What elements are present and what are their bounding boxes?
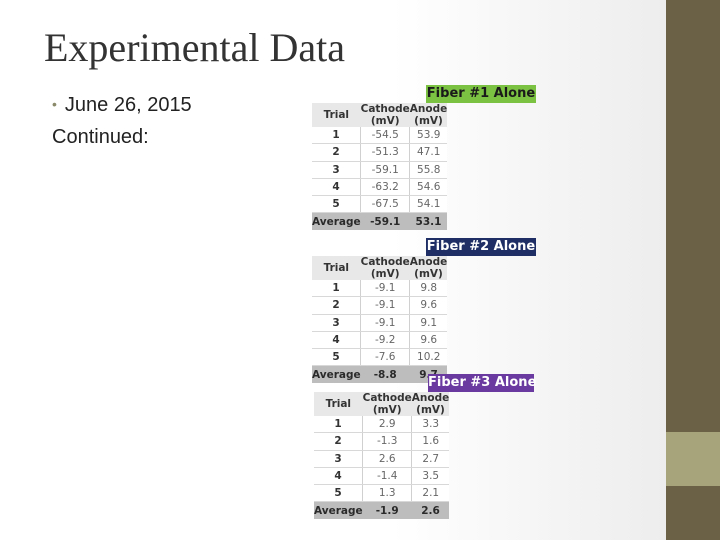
- table-row: 2 -9.1 9.6: [312, 296, 448, 315]
- cell-cathode: 1.3: [362, 484, 413, 503]
- cell-cathode: -1.4: [362, 467, 413, 486]
- table-row: 3 -9.1 9.1: [312, 314, 448, 332]
- cell-trial: 5: [312, 348, 362, 367]
- cell-anode: 9.8: [409, 280, 448, 298]
- cell-trial: 3: [312, 161, 362, 179]
- slide-title: Experimental Data: [44, 25, 345, 70]
- cell-trial: 2: [312, 296, 362, 315]
- cell-trial: 2: [312, 143, 362, 162]
- cell-anode: 47.1: [409, 143, 448, 162]
- table-row: 3 2.6 2.7: [314, 450, 450, 468]
- table-row: 5 -67.5 54.1: [312, 195, 448, 214]
- table-row: 1 -54.5 53.9: [312, 127, 448, 145]
- cell-trial: 5: [314, 484, 364, 503]
- cell-cathode: 2.9: [362, 416, 413, 434]
- header-anode: Anode (mV): [409, 103, 448, 127]
- header-trial: Trial: [314, 392, 363, 416]
- table-row: 4 -9.2 9.6: [312, 331, 448, 350]
- cell-trial: 1: [312, 127, 362, 145]
- table-header-row: Trial Cathode (mV) Anode (mV): [312, 103, 448, 127]
- table-row: 4 -63.2 54.6: [312, 178, 448, 197]
- cell-anode: 2.7: [411, 450, 450, 468]
- cell-anode: 54.6: [409, 178, 448, 197]
- continued-text: Continued:: [52, 126, 149, 148]
- bullet-icon: •: [52, 96, 57, 112]
- table-header-row: Trial Cathode (mV) Anode (mV): [312, 256, 448, 280]
- cell-anode: 53.9: [409, 127, 448, 145]
- cell-cathode: -67.5: [360, 195, 411, 214]
- cell-anode: 10.2: [409, 348, 448, 367]
- table-row: 5 -7.6 10.2: [312, 348, 448, 367]
- cell-cathode: -1.3: [362, 432, 413, 451]
- cell-average-label: Average: [312, 365, 361, 383]
- cell-cathode: 2.6: [362, 450, 413, 468]
- side-accent-block: [666, 432, 720, 486]
- average-row: Average -1.9 2.6: [314, 501, 450, 519]
- cell-average-anode: 53.1: [409, 212, 448, 230]
- header-trial: Trial: [312, 103, 361, 127]
- header-trial: Trial: [312, 256, 361, 280]
- cell-anode: 9.1: [409, 314, 448, 332]
- cell-anode: 55.8: [409, 161, 448, 179]
- cell-cathode: -59.1: [360, 161, 411, 179]
- table-row: 1 -9.1 9.8: [312, 280, 448, 298]
- cell-average-cathode: -1.9: [362, 501, 412, 519]
- cell-trial: 3: [314, 450, 364, 468]
- cell-average-cathode: -8.8: [360, 365, 410, 383]
- fiber-1-label: Fiber #1 Alone: [426, 85, 536, 103]
- cell-anode: 2.1: [411, 484, 450, 503]
- header-cathode: Cathode (mV): [362, 392, 412, 416]
- cell-cathode: -7.6: [360, 348, 411, 367]
- cell-average-anode: 2.6: [411, 501, 450, 519]
- cell-cathode: -54.5: [360, 127, 411, 145]
- cell-cathode: -51.3: [360, 143, 411, 162]
- fiber-3-data: Trial Cathode (mV) Anode (mV) 1 2.9 3.3 2-…: [314, 392, 450, 519]
- cell-cathode: -9.1: [360, 314, 411, 332]
- cell-trial: 4: [312, 178, 362, 197]
- fiber-2-label: Fiber #2 Alone: [426, 238, 536, 256]
- cell-trial: 4: [314, 467, 364, 486]
- cell-anode: 9.6: [409, 296, 448, 315]
- cell-average-cathode: -59.1: [360, 212, 410, 230]
- cell-anode: 9.6: [409, 331, 448, 350]
- fiber-1-data: Trial Cathode (mV) Anode (mV) 1 -54.5 53.9…: [312, 103, 448, 230]
- cell-trial: 1: [314, 416, 364, 434]
- fiber-3-label: Fiber #3 Alone: [428, 374, 537, 392]
- header-cathode: Cathode (mV): [360, 256, 410, 280]
- table-row: 1 2.9 3.3: [314, 416, 450, 434]
- average-row: Average -59.1 53.1: [312, 212, 448, 230]
- cell-anode: 54.1: [409, 195, 448, 214]
- fiber-2-data: Trial Cathode (mV) Anode (mV) 1 -9.1 9.8 2…: [312, 256, 448, 383]
- cell-trial: 5: [312, 195, 362, 214]
- cell-trial: 4: [312, 331, 362, 350]
- header-cathode: Cathode (mV): [360, 103, 410, 127]
- table-row: 5 1.3 2.1: [314, 484, 450, 503]
- cell-cathode: -9.1: [360, 280, 411, 298]
- header-anode: Anode (mV): [411, 392, 450, 416]
- cell-anode: 3.5: [411, 467, 450, 486]
- cell-cathode: -63.2: [360, 178, 411, 197]
- cell-trial: 2: [314, 432, 364, 451]
- header-anode: Anode (mV): [409, 256, 448, 280]
- bullet-date: • June 26, 2015: [52, 94, 192, 117]
- cell-anode: 1.6: [411, 432, 450, 451]
- table-header-row: Trial Cathode (mV) Anode (mV): [314, 392, 450, 416]
- table-row: 2 -51.3 47.1: [312, 143, 448, 162]
- table-row: 3 -59.1 55.8: [312, 161, 448, 179]
- bullet-text: June 26, 2015: [64, 94, 192, 116]
- cell-trial: 3: [312, 314, 362, 332]
- table-row: 4 -1.4 3.5: [314, 467, 450, 486]
- cell-cathode: -9.2: [360, 331, 411, 350]
- table-row: 2 -1.3 1.6: [314, 432, 450, 451]
- average-row: Average-8.89.7: [312, 365, 448, 383]
- cell-average-label: Average: [312, 212, 361, 230]
- cell-trial: 1: [312, 280, 362, 298]
- cell-average-label: Average: [314, 501, 363, 519]
- cell-cathode: -9.1: [360, 296, 411, 315]
- cell-anode: 3.3: [411, 416, 450, 434]
